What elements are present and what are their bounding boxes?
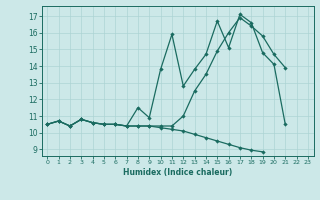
X-axis label: Humidex (Indice chaleur): Humidex (Indice chaleur) <box>123 168 232 177</box>
